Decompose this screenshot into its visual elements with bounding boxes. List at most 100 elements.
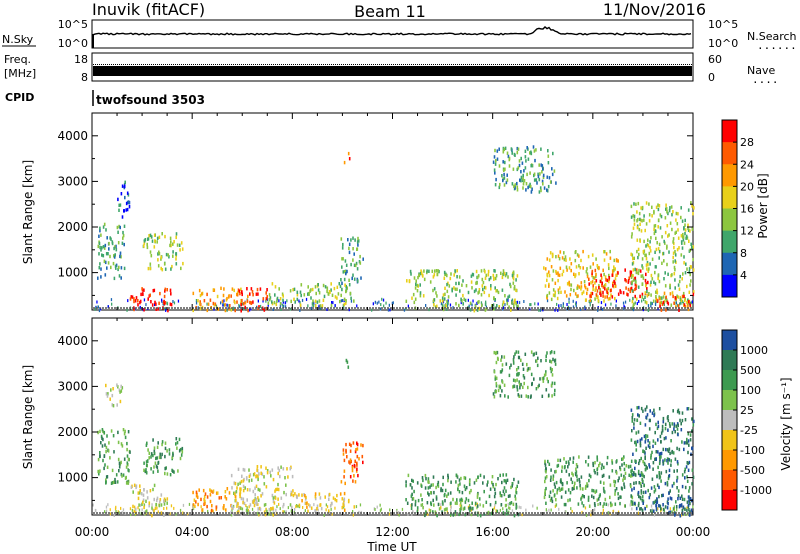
echo-cell [145,443,148,447]
power-ylabel: Slant Range [km] [21,160,35,264]
echo-cell [300,283,303,287]
echo-cell [458,281,460,285]
echo-cell [639,269,642,273]
echo-cell [580,475,583,479]
echo-cell [422,294,425,298]
echo-cell [510,308,512,312]
echo-cell [658,504,660,508]
echo-cell [628,276,630,280]
echo-cell [684,305,687,309]
echo-cell [111,240,114,244]
echo-cell [638,300,640,303]
echo-cell [459,482,461,486]
echo-cell [540,359,542,363]
echo-cell [230,513,233,517]
echo-cell [544,459,546,464]
echo-cell [420,269,422,273]
echo-cell [240,506,242,511]
echo-cell [637,511,640,515]
echo-cell [685,236,687,240]
echo-cell [99,262,101,266]
echo-cell [296,297,299,302]
echo-cell [148,451,151,455]
echo-cell [340,293,342,298]
echo-cell [661,302,664,306]
echo-cell [645,464,647,469]
echo-cell [498,185,501,190]
echo-cell [556,491,558,495]
echo-cell [654,488,657,492]
echo-cell [674,250,676,254]
echo-cell [237,482,239,486]
echo-cell [643,298,645,302]
echo-cell [519,386,521,390]
echo-cell [645,244,647,248]
echo-cell [349,461,351,465]
echo-cell [228,491,231,495]
echo-cell [657,307,659,311]
echo-cell [688,499,690,503]
echo-cell [148,504,150,508]
echo-cell [680,234,683,238]
echo-cell [94,307,96,311]
echo-cell [689,510,691,514]
echo-cell [503,168,505,172]
echo-cell [632,274,634,278]
echo-cell [309,504,311,508]
echo-cell [192,291,195,296]
echo-cell [631,289,634,293]
echo-cell [660,479,662,483]
echo-cell [494,503,496,507]
echo-cell [97,244,100,249]
echo-cell [102,429,104,434]
echo-cell [166,472,169,476]
echo-cell [426,269,428,273]
echo-cell [475,288,477,292]
echo-cell [572,473,574,477]
echo-cell [456,501,458,505]
echo-cell [502,307,504,311]
echo-cell [164,234,166,239]
echo-cell [342,242,344,247]
echo-cell [257,474,259,478]
echo-cell [570,283,573,287]
echo-cell [198,302,201,306]
echo-cell [557,273,560,277]
echo-cell [476,308,479,312]
echo-cell [163,299,165,304]
echo-cell [161,232,163,236]
echo-cell [617,259,619,263]
echo-cell [636,249,638,254]
echo-cell [313,503,315,507]
echo-cell [198,288,201,293]
echo-cell [115,248,118,252]
freq-left-tick-bottom: 8 [81,71,88,84]
echo-cell [476,495,479,499]
echo-cell [651,214,653,218]
echo-cell [107,392,109,396]
echo-cell [501,275,504,280]
echo-cell [633,481,635,485]
echo-cell [199,300,201,304]
echo-cell [114,480,117,484]
echo-cell [175,232,178,236]
echo-cell [432,275,435,279]
echo-cell [265,297,268,301]
echo-cell [573,272,575,276]
echo-cell [98,472,100,476]
x-tick-label: 16:00 [475,525,510,539]
echo-cell [647,444,650,448]
echo-cell [530,190,533,194]
echo-cell [599,279,602,284]
echo-cell [107,449,110,453]
echo-cell [307,292,309,296]
echo-cell [463,506,466,510]
echo-cell [200,497,202,502]
echo-cell [511,484,513,488]
echo-cell [511,298,514,302]
echo-cell [690,279,692,283]
echo-cell [501,389,503,393]
echo-cell [469,308,472,312]
echo-cell [671,273,673,277]
echo-cell [630,272,632,277]
